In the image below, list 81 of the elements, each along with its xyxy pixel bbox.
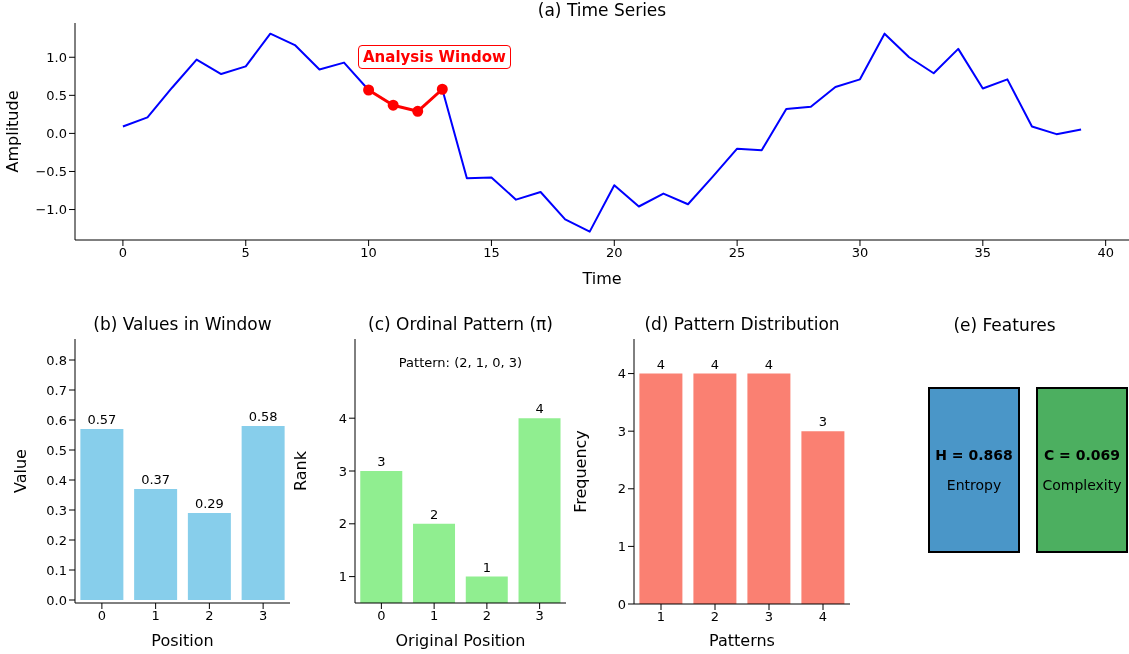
data-label: 0.29: [194, 496, 224, 511]
y-axis-title: Frequency: [570, 430, 590, 513]
data-label: 4: [764, 356, 774, 372]
y-tick-label: 1.0: [46, 49, 67, 65]
data-label: 3: [377, 454, 386, 469]
x-tick-label: 0: [377, 608, 386, 624]
data-label: 0.37: [141, 472, 171, 487]
y-axis-title: Amplitude: [2, 90, 22, 173]
x-axis-title: Original Position: [395, 631, 526, 650]
y-tick-label: 0: [617, 596, 626, 612]
y-tick-label: 0.5: [46, 442, 67, 458]
data-label: 0.57: [87, 412, 117, 427]
x-tick-label: 40: [1097, 245, 1114, 261]
x-tick-label: 35: [974, 245, 992, 261]
bar: [134, 489, 178, 600]
x-tick-label: 3: [764, 609, 774, 625]
point: [363, 84, 375, 96]
y-tick-label: 0.5: [46, 87, 67, 103]
y-tick-label: 0.8: [46, 352, 67, 368]
x-tick-label: 25: [728, 245, 746, 261]
y-axis-title: Value: [10, 449, 30, 493]
x-axis-title: Position: [151, 631, 214, 650]
x-axis-title: Time: [581, 269, 622, 288]
chart-title: (b) Values in Window: [92, 314, 273, 334]
x-tick-label: 2: [482, 608, 492, 624]
y-tick-label: 2: [617, 481, 626, 497]
data-label: 4: [656, 356, 666, 372]
x-tick-label: 4: [818, 609, 828, 625]
data-label: 4: [710, 356, 720, 372]
point: [436, 83, 448, 95]
bar: [80, 429, 124, 600]
x-tick-label: 1: [429, 608, 439, 624]
y-tick-label: 4: [338, 410, 347, 426]
x-tick-label: 15: [483, 245, 500, 261]
y-tick-label: 2: [338, 516, 347, 532]
y-tick-label: 0.3: [46, 502, 67, 518]
point: [412, 105, 424, 117]
y-tick-label: 0.2: [46, 532, 67, 548]
x-tick-label: 30: [851, 245, 869, 261]
y-tick-label: 1: [617, 539, 626, 555]
x-tick-label: 3: [535, 608, 544, 624]
chart-title: (a) Time Series: [536, 0, 668, 20]
point: [387, 99, 399, 111]
bar: [241, 426, 285, 600]
bar: [187, 513, 231, 600]
x-tick-label: 0: [118, 245, 128, 261]
chart-title: (c) Ordinal Pattern (π): [367, 314, 554, 334]
x-tick-label: 20: [606, 245, 623, 261]
x-tick-label: 5: [241, 245, 250, 261]
y-tick-label: −0.5: [35, 164, 67, 180]
data-label: 0.58: [248, 409, 278, 424]
chart-title: (d) Pattern Distribution: [643, 314, 841, 334]
x-tick-label: 0: [97, 608, 107, 624]
y-tick-label: 0.1: [46, 562, 67, 578]
annotation: Pattern: (2, 1, 0, 3): [397, 355, 524, 370]
y-tick-label: 1: [338, 569, 347, 585]
y-tick-label: 4: [617, 366, 626, 382]
feature-card: H = 0.868 Entropy: [928, 387, 1020, 553]
x-tick-label: 3: [258, 608, 268, 624]
y-axis-title: Rank: [290, 450, 310, 491]
y-tick-label: 0.6: [46, 412, 67, 428]
data-label: 3: [818, 414, 828, 430]
y-tick-label: 0.0: [46, 592, 67, 608]
x-tick-label: 2: [205, 608, 214, 624]
annotation: Analysis Window: [358, 45, 511, 69]
y-tick-label: 0.7: [46, 382, 67, 398]
y-tick-label: 0.4: [46, 472, 67, 488]
x-tick-label: 1: [656, 609, 666, 625]
y-tick-label: 3: [338, 463, 347, 479]
data-label: 1: [482, 559, 491, 575]
text: (e) Features: [952, 315, 1057, 335]
x-tick-label: 1: [151, 608, 160, 624]
x-tick-label: 10: [360, 245, 377, 261]
y-tick-label: 3: [617, 423, 626, 439]
x-axis-title: Patterns: [709, 631, 775, 650]
y-tick-label: 0.0: [46, 126, 67, 142]
x-tick-label: 2: [710, 609, 720, 625]
data-label: 2: [429, 506, 439, 522]
data-label: 4: [535, 401, 544, 417]
y-tick-label: −1.0: [35, 202, 67, 218]
feature-card: C = 0.069 Complexity: [1036, 387, 1128, 553]
